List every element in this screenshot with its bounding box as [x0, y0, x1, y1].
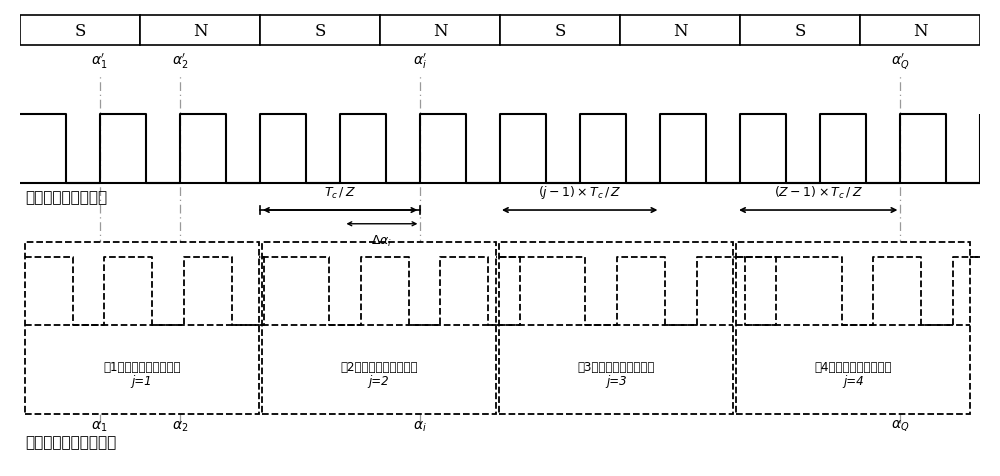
Text: j=2: j=2: [369, 374, 389, 387]
Bar: [260, 16, 380, 46]
Text: $\alpha_2'$: $\alpha_2'$: [172, 52, 189, 71]
Text: N: N: [193, 23, 207, 40]
Text: 第3个单元电机对应的槽: 第3个单元电机对应的槽: [577, 361, 655, 374]
Text: j=4: j=4: [843, 374, 864, 387]
Text: $\Delta\alpha_i$: $\Delta\alpha_i$: [371, 233, 393, 248]
Text: $\alpha_i$: $\alpha_i$: [413, 418, 427, 433]
Text: 均匀分布定子槽结构: 均匀分布定子槽结构: [25, 190, 107, 205]
Text: j=3: j=3: [606, 374, 626, 387]
Text: $(Z-1)\times T_c\,/\,Z$: $(Z-1)\times T_c\,/\,Z$: [774, 185, 863, 200]
Text: 第1个单元电机对应的槽: 第1个单元电机对应的槽: [103, 361, 181, 374]
Text: j=1: j=1: [132, 374, 152, 387]
Bar: [262, 243, 496, 414]
Bar: [499, 243, 733, 414]
Text: S: S: [74, 23, 86, 40]
Text: $\alpha_Q'$: $\alpha_Q'$: [891, 51, 910, 71]
Text: $(j-1)\times T_c\,/\,Z$: $(j-1)\times T_c\,/\,Z$: [538, 184, 622, 200]
Text: $T_c\,/\,Z$: $T_c\,/\,Z$: [324, 186, 356, 200]
Text: $\alpha_1$: $\alpha_1$: [91, 418, 108, 433]
Bar: [25, 243, 259, 414]
Text: 第4个单元电机对应犄槽: 第4个单元电机对应犄槽: [815, 361, 892, 374]
Text: S: S: [314, 23, 326, 40]
Text: N: N: [433, 23, 447, 40]
Bar: [20, 16, 140, 46]
Bar: [140, 16, 260, 46]
Text: $\alpha_2$: $\alpha_2$: [172, 418, 189, 433]
Text: $\alpha_Q$: $\alpha_Q$: [891, 418, 910, 434]
Text: 第2个单元电机对应的槽: 第2个单元电机对应的槽: [340, 361, 418, 374]
Text: $\alpha_i'$: $\alpha_i'$: [413, 52, 427, 71]
Bar: [860, 16, 980, 46]
Text: $\alpha_1'$: $\alpha_1'$: [91, 52, 108, 71]
Bar: [620, 16, 740, 46]
Text: S: S: [554, 23, 566, 40]
Text: S: S: [794, 23, 806, 40]
Text: N: N: [673, 23, 687, 40]
Bar: [736, 243, 970, 414]
Bar: [380, 16, 500, 46]
Bar: [740, 16, 860, 46]
Bar: [500, 16, 620, 46]
Text: 非均匀分布定子槽结构: 非均匀分布定子槽结构: [25, 435, 116, 449]
Text: N: N: [913, 23, 927, 40]
